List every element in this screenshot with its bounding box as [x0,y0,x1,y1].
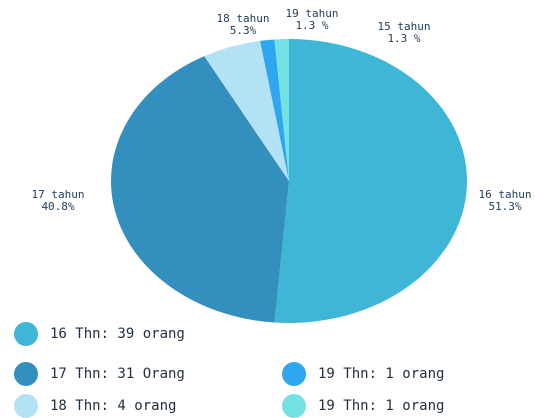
pie-slice [111,56,289,323]
pie-slice [204,40,289,181]
slice-label: 18 tahun 5.3% [217,12,270,37]
pie-slice [260,39,289,182]
slice-label: 19 tahun 1.3 % [286,7,339,32]
slice-label: 15 tahun 1.3 % [378,20,431,45]
pie-slice [274,39,468,324]
slice-label: 16 tahun 51.3% [479,188,532,213]
pie-slice [274,39,289,181]
slice-label: 17 tahun 40.8% [32,188,85,213]
